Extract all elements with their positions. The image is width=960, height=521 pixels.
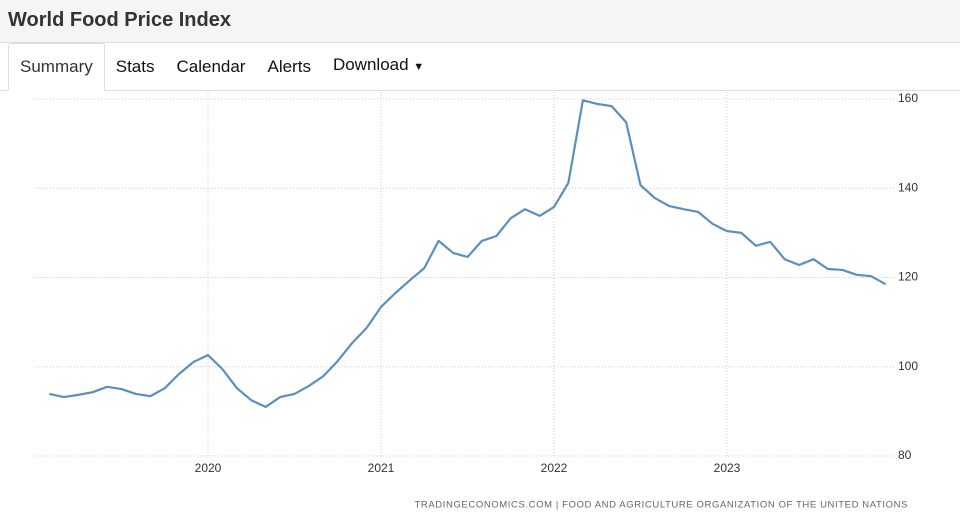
y-tick-label: 160 xyxy=(898,91,918,105)
source-note: TRADINGECONOMICS.COM | FOOD AND AGRICULT… xyxy=(414,500,908,511)
tab[interactable]: Download ▼ xyxy=(332,55,425,74)
x-tick-label: 2020 xyxy=(195,461,222,475)
page-title: World Food Price Index xyxy=(8,9,231,31)
x-tick-label: 2023 xyxy=(714,461,741,475)
tab[interactable]: Calendar xyxy=(176,57,246,76)
tab[interactable]: Summary xyxy=(8,43,105,91)
x-tick-label: 2021 xyxy=(368,461,395,475)
y-tick-label: 120 xyxy=(898,270,918,284)
tab-bar: Summary Stats Calendar Alerts Download ▼ xyxy=(0,43,960,91)
data-line xyxy=(49,99,887,409)
y-tick-label: 100 xyxy=(898,359,918,373)
y-tick-label: 140 xyxy=(898,180,918,194)
tab-label[interactable]: Download xyxy=(332,55,409,74)
tab[interactable]: Stats xyxy=(115,57,155,76)
x-tick-label: 2022 xyxy=(541,461,568,475)
y-tick-label: 80 xyxy=(898,448,912,462)
header: World Food Price Index xyxy=(0,0,960,43)
tab[interactable]: Alerts xyxy=(267,57,311,76)
